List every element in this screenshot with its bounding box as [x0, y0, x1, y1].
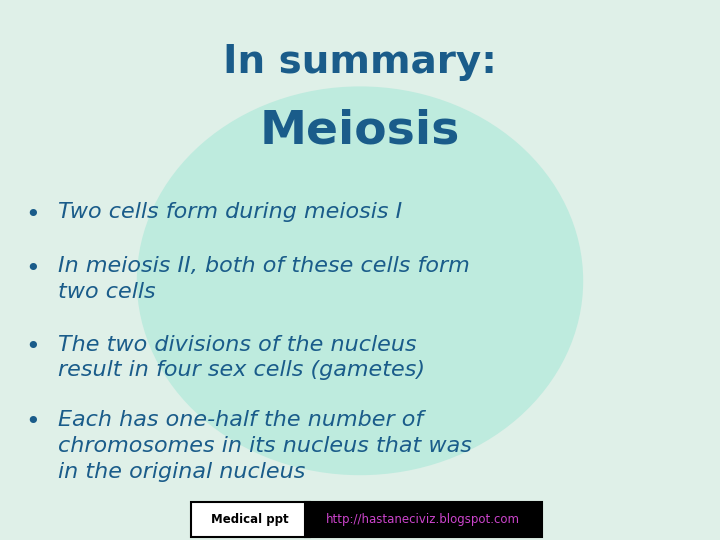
FancyBboxPatch shape: [191, 502, 310, 537]
Text: Medical ppt: Medical ppt: [211, 513, 289, 526]
Text: Each has one-half the number of
chromosomes in its nucleus that was
in the origi: Each has one-half the number of chromoso…: [58, 410, 472, 482]
Text: The two divisions of the nucleus
result in four sex cells (gametes): The two divisions of the nucleus result …: [58, 335, 425, 380]
Text: •: •: [25, 202, 40, 226]
Text: In meiosis II, both of these cells form
two cells: In meiosis II, both of these cells form …: [58, 256, 469, 302]
Text: •: •: [25, 256, 40, 280]
Text: Meiosis: Meiosis: [260, 108, 460, 153]
Text: http://hastaneciviz.blogspot.com: http://hastaneciviz.blogspot.com: [326, 513, 521, 526]
Text: •: •: [25, 410, 40, 434]
Ellipse shape: [137, 86, 583, 475]
FancyBboxPatch shape: [305, 502, 542, 537]
Text: Two cells form during meiosis I: Two cells form during meiosis I: [58, 202, 402, 222]
Text: In summary:: In summary:: [223, 43, 497, 81]
Text: •: •: [25, 335, 40, 359]
